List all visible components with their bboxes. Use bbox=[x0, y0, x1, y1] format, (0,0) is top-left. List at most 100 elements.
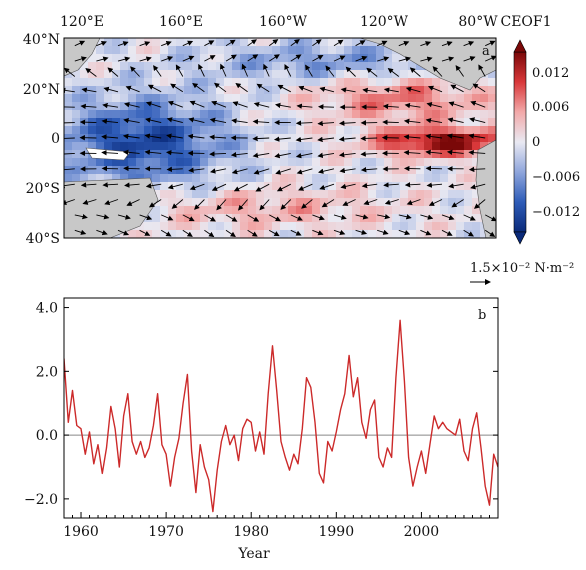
heatmap-cell bbox=[80, 150, 89, 159]
heatmap-cell bbox=[200, 54, 209, 63]
heatmap-cell bbox=[232, 142, 241, 151]
heatmap-cell bbox=[120, 158, 129, 167]
heatmap-cell bbox=[368, 70, 377, 79]
heatmap-cell bbox=[272, 62, 281, 71]
heatmap-cell bbox=[192, 46, 201, 55]
heatmap-cell bbox=[408, 214, 417, 223]
heatmap-cell bbox=[304, 46, 313, 55]
heatmap-cell bbox=[176, 198, 185, 207]
heatmap-cell bbox=[392, 206, 401, 215]
heatmap-cell bbox=[224, 134, 233, 143]
heatmap-cell bbox=[488, 118, 496, 127]
heatmap-cell bbox=[144, 222, 153, 231]
heatmap-cell bbox=[296, 158, 305, 167]
heatmap-cell bbox=[464, 214, 473, 223]
heatmap-cell bbox=[408, 166, 417, 175]
colorbar-body bbox=[513, 51, 527, 233]
wind-vector bbox=[420, 56, 433, 62]
wind-vector bbox=[85, 68, 97, 77]
heatmap-cell bbox=[488, 70, 496, 79]
heatmap-cell bbox=[208, 134, 217, 143]
heatmap-cell bbox=[400, 166, 409, 175]
heatmap-cell bbox=[112, 174, 121, 183]
heatmap-cell bbox=[464, 134, 473, 143]
map-y-ticks: 40°N 20°N 0 20°S 40°S bbox=[23, 32, 60, 247]
wind-vector bbox=[252, 152, 270, 158]
map-x-tick-label: 160°E bbox=[159, 14, 203, 30]
wind-vector bbox=[338, 152, 356, 158]
heatmap-cell bbox=[336, 94, 345, 103]
heatmap-cell bbox=[480, 230, 489, 238]
heatmap-cell bbox=[104, 94, 113, 103]
heatmap-cell bbox=[336, 214, 345, 223]
heatmap-cell bbox=[80, 110, 89, 119]
wind-vector bbox=[298, 85, 313, 93]
heatmap-cell bbox=[64, 102, 73, 111]
heatmap-cell bbox=[408, 222, 417, 231]
heatmap-cell bbox=[144, 94, 153, 103]
heatmap-cell bbox=[240, 190, 249, 199]
heatmap-cell bbox=[424, 182, 433, 191]
heatmap-cell bbox=[200, 62, 209, 71]
heatmap-cell bbox=[312, 110, 321, 119]
wind-vector bbox=[427, 85, 443, 93]
plot-x-ticks: 1960 1970 1980 1990 2000 bbox=[63, 512, 499, 540]
heatmap-cell bbox=[352, 190, 361, 199]
heatmap-cell bbox=[160, 166, 169, 175]
heatmap-cell bbox=[376, 118, 385, 127]
wind-vector bbox=[441, 41, 453, 47]
heatmap-cell bbox=[352, 46, 361, 55]
heatmap-cell bbox=[232, 190, 241, 199]
heatmap-cell bbox=[192, 230, 201, 238]
wind-vector bbox=[403, 149, 421, 156]
wind-vector bbox=[166, 117, 183, 124]
heatmap-cell bbox=[272, 158, 281, 167]
heatmap-cell bbox=[160, 230, 169, 238]
wind-vector bbox=[342, 199, 356, 206]
heatmap-cell bbox=[192, 158, 201, 167]
heatmap-cell bbox=[384, 174, 393, 183]
heatmap-cell bbox=[424, 78, 433, 87]
heatmap-cell bbox=[88, 62, 97, 71]
heatmap-cell bbox=[280, 46, 289, 55]
heatmap-cell bbox=[368, 198, 377, 207]
heatmap-cell bbox=[272, 102, 281, 111]
heatmap-cell bbox=[136, 46, 145, 55]
wind-vector bbox=[295, 120, 313, 126]
heatmap-cell bbox=[104, 166, 113, 175]
heatmap-cell bbox=[448, 150, 457, 159]
wind-vector bbox=[211, 183, 227, 191]
heatmap-cell bbox=[400, 222, 409, 231]
heatmap-cell bbox=[168, 174, 177, 183]
wind-vector bbox=[420, 41, 432, 47]
heatmap-cell bbox=[384, 94, 393, 103]
heatmap-cell bbox=[200, 110, 209, 119]
heatmap-cell bbox=[120, 102, 129, 111]
heatmap-cell bbox=[392, 190, 401, 199]
heatmap-cell bbox=[88, 158, 97, 167]
wind-vector bbox=[377, 56, 390, 62]
heatmap-cell bbox=[256, 230, 265, 238]
heatmap-cell bbox=[312, 46, 321, 55]
heatmap-cell bbox=[152, 206, 161, 215]
heatmap-cell bbox=[248, 110, 257, 119]
heatmap-cell bbox=[256, 150, 265, 159]
heatmap-cell bbox=[424, 198, 433, 207]
heatmap-cell bbox=[248, 206, 257, 215]
heatmap-cell bbox=[360, 118, 369, 127]
heatmap-cell bbox=[408, 86, 417, 95]
heatmap-cell bbox=[112, 102, 121, 111]
heatmap-cell bbox=[280, 166, 289, 175]
heatmap-cell bbox=[360, 190, 369, 199]
heatmap-cell bbox=[184, 46, 193, 55]
wind-vector bbox=[317, 120, 335, 127]
heatmap-cell bbox=[336, 110, 345, 119]
heatmap-cell bbox=[248, 158, 257, 167]
heatmap-cell bbox=[320, 110, 329, 119]
heatmap-cell bbox=[488, 126, 496, 135]
heatmap-cell bbox=[336, 142, 345, 151]
heatmap-cell bbox=[144, 86, 153, 95]
heatmap-cell bbox=[160, 158, 169, 167]
heatmap-cell bbox=[408, 126, 417, 135]
heatmap-cell bbox=[344, 62, 353, 71]
